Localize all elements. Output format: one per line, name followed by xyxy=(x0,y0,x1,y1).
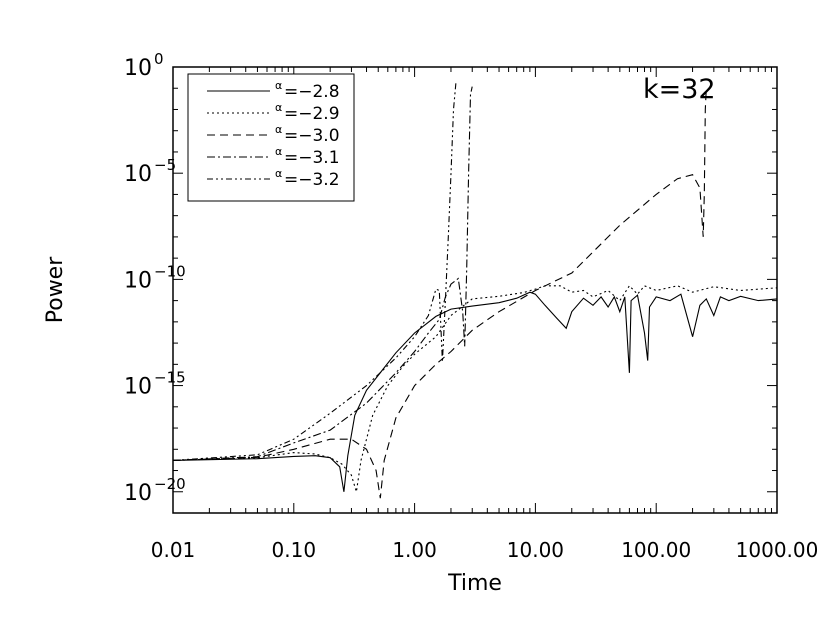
x-tick-label: 10.00 xyxy=(507,538,564,562)
legend: α =−2.8α =−2.9α =−3.0α =−3.1α =−3.2 xyxy=(187,73,355,202)
x-tick-label: 1.00 xyxy=(392,538,437,562)
series-line-2 xyxy=(172,284,778,492)
y-tick-label: 10 xyxy=(124,56,152,81)
legend-alpha-symbol: α xyxy=(275,101,282,114)
legend-label-2: =−2.9 xyxy=(284,104,340,124)
data-lines xyxy=(172,81,778,499)
y-tick-exponent: −5 xyxy=(154,156,176,174)
legend-alpha-symbol: α xyxy=(275,145,282,158)
x-tick-labels: 0.01 0.10 1.00 10.00 100.00 1000.00 xyxy=(151,538,819,562)
x-tick-label: 0.10 xyxy=(272,538,317,562)
legend-alpha-symbol: α xyxy=(275,79,282,92)
legend-label-5: =−3.2 xyxy=(284,170,340,190)
x-tick-label: 1000.00 xyxy=(736,538,819,562)
plot-frame xyxy=(172,66,778,514)
x-tick-label: 0.01 xyxy=(151,538,196,562)
y-tick-label: 10 xyxy=(124,162,152,187)
series-line-1 xyxy=(172,291,778,492)
k-annotation: k=32 xyxy=(643,74,716,105)
legend-alpha-symbol: α xyxy=(275,123,282,136)
series-line-3 xyxy=(172,88,707,499)
legend-label-1: =−2.8 xyxy=(284,82,340,102)
y-tick-label: 10 xyxy=(124,268,152,293)
series-line-4 xyxy=(172,86,473,461)
legend-label-4: =−3.1 xyxy=(284,148,340,168)
y-tick-exponent: −15 xyxy=(154,369,186,387)
y-tick-exponent: −20 xyxy=(154,475,186,493)
legend-alpha-symbol: α xyxy=(275,167,282,180)
y-tick-exponent: 0 xyxy=(154,50,164,68)
y-tick-exponent: −10 xyxy=(154,262,186,280)
y-axis-label: Power xyxy=(43,256,68,323)
x-axis-label: Time xyxy=(447,571,502,596)
x-tick-label: 100.00 xyxy=(621,538,691,562)
ticks xyxy=(172,66,777,514)
legend-label-3: =−3.0 xyxy=(284,126,340,146)
y-tick-label: 10 xyxy=(124,375,152,400)
y-tick-label: 10 xyxy=(124,481,152,506)
legend-frame xyxy=(187,73,355,202)
